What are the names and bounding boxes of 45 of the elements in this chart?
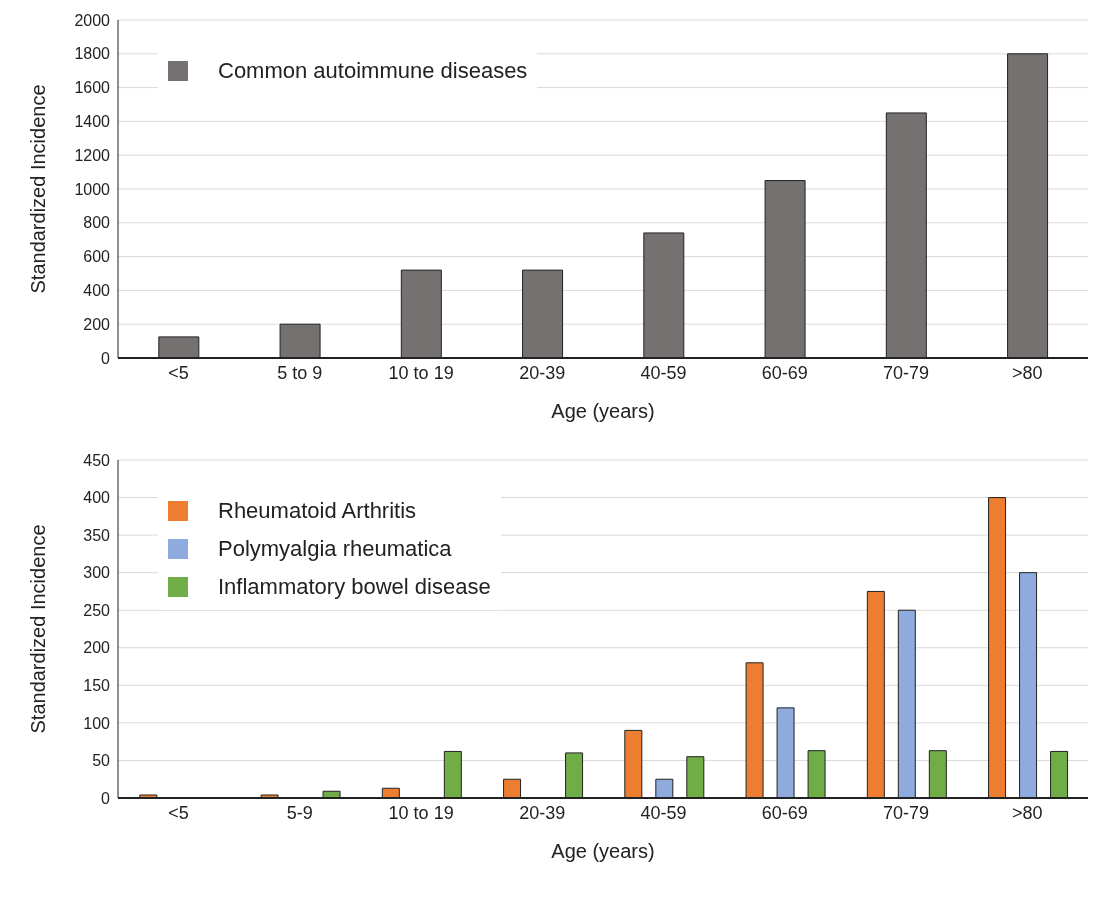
x-tick-label: <5 [168,362,189,383]
y-tick-label: 400 [83,489,111,507]
y-tick-label: 0 [101,349,111,367]
x-tick-label: 20-39 [519,802,566,823]
x-tick-label: 60-69 [761,362,808,383]
y-tick-label: 300 [83,564,111,582]
y-axis-title: Standardized Incidence [27,84,50,294]
y-tick-label: 600 [83,248,111,266]
x-tick-label: 20-39 [519,362,566,383]
y-tick-label: 1400 [74,113,111,131]
x-tick-label: <5 [168,802,189,823]
y-tick-label: 350 [83,526,111,544]
x-tick-label: 40-59 [640,362,687,383]
x-tick-label: 70-79 [883,362,930,383]
x-tick-label: 40-59 [640,802,687,823]
legend-label: Rheumatoid Arthritis [218,498,417,524]
x-tick-label: 60-69 [761,802,808,823]
y-tick-label: 450 [83,451,111,469]
legend-label: Inflammatory bowel disease [218,574,491,600]
x-tick-label: >80 [1012,802,1043,823]
y-tick-label: 400 [83,282,111,300]
y-tick-label: 200 [83,639,111,657]
x-tick-label: >80 [1012,362,1043,383]
y-tick-label: 150 [83,677,111,695]
y-tick-label: 1000 [74,180,111,198]
x-tick-label: 10 to 19 [388,362,454,383]
y-axis-title: Standardized Incidence [27,524,50,734]
legend-label: Polymyalgia rheumatica [218,536,452,562]
y-tick-label: 800 [83,214,111,232]
x-axis-title: Age (years) [551,840,655,862]
y-tick-label: 1200 [74,146,111,164]
x-tick-label: 70-79 [883,802,930,823]
x-tick-label: 5 to 9 [277,362,323,383]
x-tick-label: 10 to 19 [388,802,454,823]
y-tick-label: 1600 [74,79,111,97]
y-tick-label: 250 [83,601,111,619]
x-axis-title: Age (years) [551,400,655,422]
y-tick-label: 100 [83,714,111,732]
y-tick-label: 1800 [74,45,111,63]
y-tick-label: 50 [92,752,111,770]
x-tick-label: 5-9 [286,802,313,823]
legend-label: Common autoimmune diseases [218,58,528,84]
y-tick-label: 2000 [74,11,111,29]
y-tick-label: 200 [83,315,111,333]
y-tick-label: 0 [101,789,111,807]
